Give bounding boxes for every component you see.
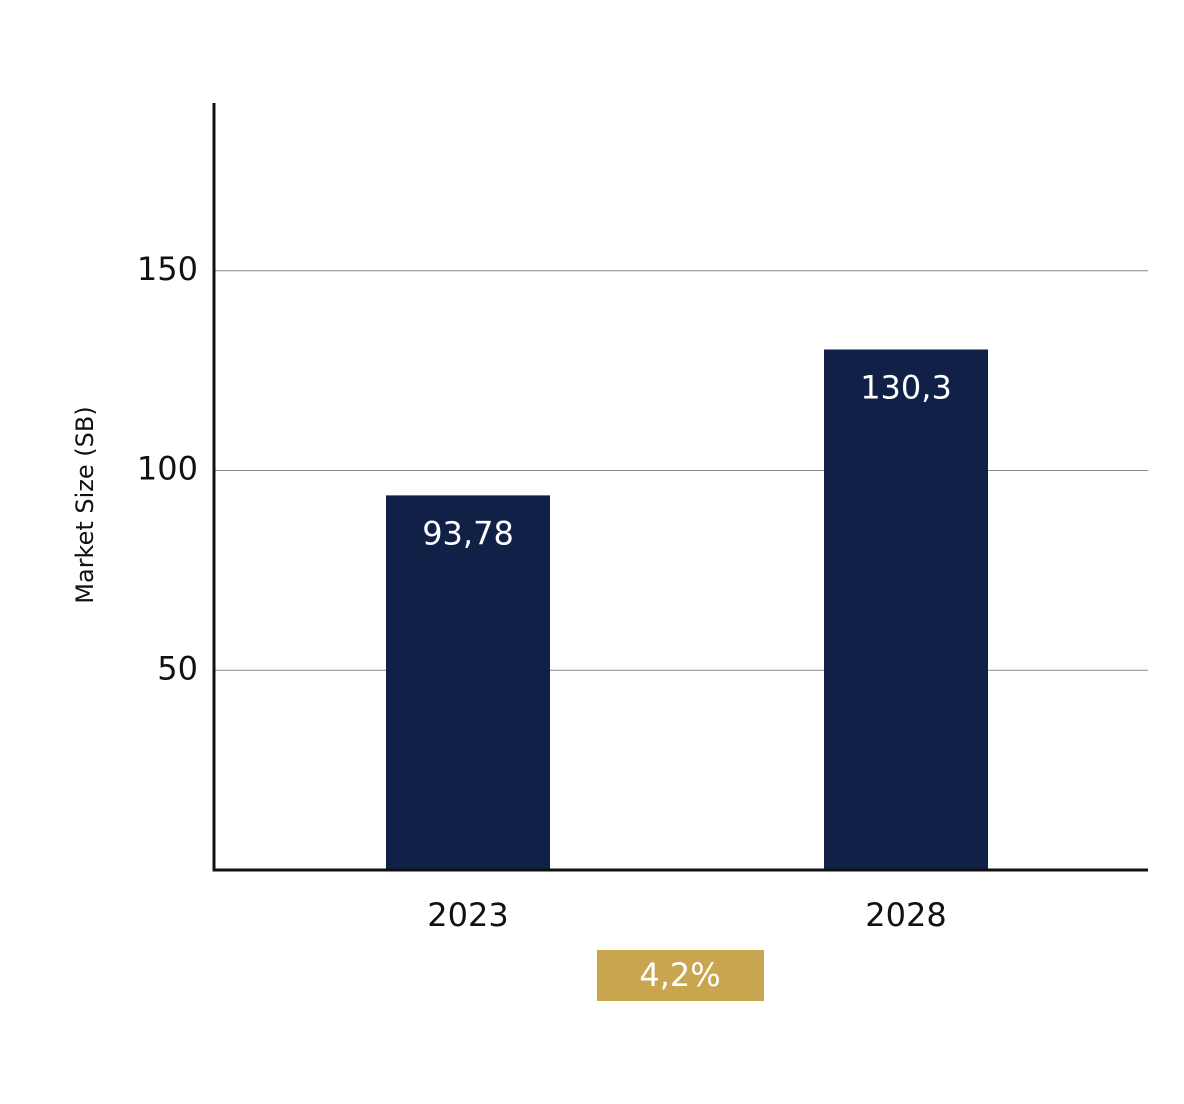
y-tick-label: 100 [137, 450, 198, 488]
y-axis-label: Market Size (SB) [71, 406, 99, 603]
x-tick-label: 2023 [427, 896, 508, 934]
value-label: 130,3 [860, 368, 952, 406]
annotation: 4,2% [639, 956, 720, 994]
value-label: 93,78 [422, 514, 514, 552]
y-tick-label: 50 [157, 649, 198, 687]
bar [824, 349, 988, 870]
x-tick-label: 2028 [865, 896, 946, 934]
annotation-badge [597, 950, 764, 1001]
bar [386, 495, 550, 870]
y-tick-label: 150 [137, 250, 198, 288]
